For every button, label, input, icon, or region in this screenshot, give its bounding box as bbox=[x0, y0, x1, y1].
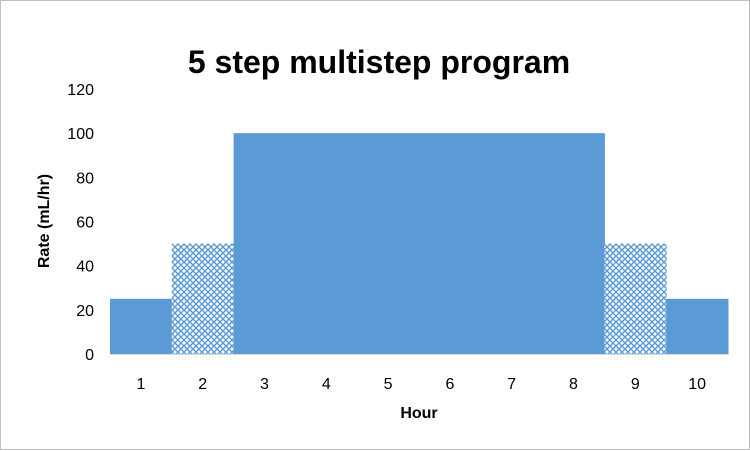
bar-hour-2 bbox=[171, 243, 235, 354]
x-tick-label: 5 bbox=[384, 376, 393, 393]
y-tick-label: 120 bbox=[67, 82, 94, 99]
bar-hour-7 bbox=[480, 133, 544, 354]
y-tick-label: 0 bbox=[85, 347, 94, 364]
x-tick-label: 1 bbox=[136, 376, 145, 393]
x-tick-label: 7 bbox=[507, 376, 516, 393]
bar-hour-10 bbox=[666, 298, 729, 354]
x-tick-label: 10 bbox=[688, 376, 706, 393]
x-tick-label: 3 bbox=[260, 376, 269, 393]
y-tick-label: 20 bbox=[76, 303, 94, 320]
x-tick-label: 2 bbox=[198, 376, 207, 393]
y-axis: 0 20 40 60 80 100 120 bbox=[67, 82, 94, 364]
bar-hour-9 bbox=[604, 243, 667, 354]
bar-hour-5 bbox=[357, 133, 420, 354]
x-tick-label: 4 bbox=[322, 376, 331, 393]
bar-hour-3 bbox=[233, 133, 296, 354]
y-tick-label: 60 bbox=[76, 215, 94, 232]
x-axis-label: Hour bbox=[400, 405, 437, 422]
y-axis-label: Rate (mL/hr) bbox=[36, 174, 53, 268]
bar-hour-4 bbox=[295, 133, 358, 354]
x-tick-label: 9 bbox=[631, 376, 640, 393]
bar-hour-1 bbox=[110, 298, 173, 354]
x-tick-label: 8 bbox=[569, 376, 578, 393]
y-tick-label: 40 bbox=[76, 259, 94, 276]
x-axis: 1 2 3 4 5 6 7 8 9 10 bbox=[136, 376, 706, 393]
y-tick-label: 80 bbox=[76, 170, 94, 187]
bar-hour-6 bbox=[419, 133, 482, 354]
chart-title: 5 step multistep program bbox=[188, 44, 570, 80]
bars bbox=[110, 133, 729, 354]
bar-hour-8 bbox=[542, 133, 605, 354]
x-tick-label: 6 bbox=[445, 376, 454, 393]
y-tick-label: 100 bbox=[67, 126, 94, 143]
